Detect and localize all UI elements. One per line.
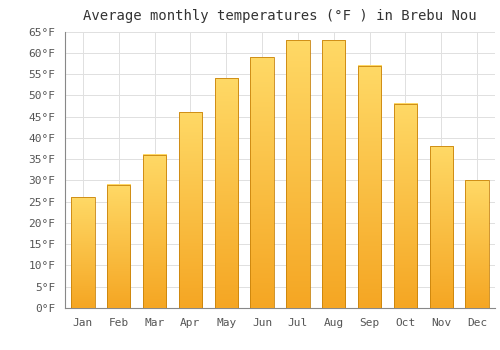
Bar [214, 78, 238, 308]
Title: Average monthly temperatures (°F ) in Brebu Nou: Average monthly temperatures (°F ) in Br… [83, 9, 477, 23]
Bar [72, 197, 94, 308]
Bar [322, 40, 345, 308]
Bar [179, 112, 202, 308]
Bar [394, 104, 417, 308]
Bar [143, 155, 166, 308]
Bar [286, 40, 310, 308]
Bar [466, 180, 488, 308]
Bar [358, 65, 381, 308]
Bar [107, 185, 130, 308]
Bar [250, 57, 274, 308]
Bar [430, 146, 453, 308]
